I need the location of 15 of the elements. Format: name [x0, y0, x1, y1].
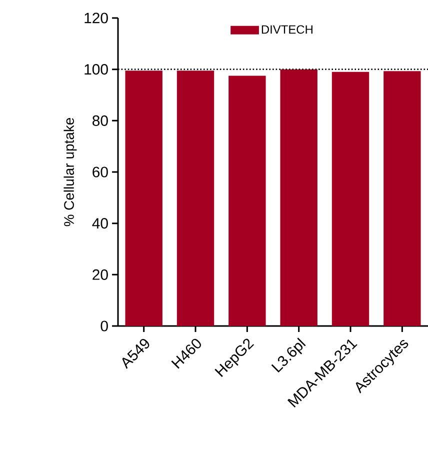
- bar: [332, 72, 370, 326]
- legend-label: DIVTECH: [262, 25, 312, 34]
- y-tick-label: 60: [92, 166, 108, 178]
- bar: [228, 76, 266, 326]
- y-axis-title: % Cellular uptake: [64, 118, 77, 226]
- y-tick-label: 80: [92, 115, 108, 126]
- bar: [384, 71, 421, 326]
- y-tick-label: 40: [92, 218, 108, 229]
- y-tick-label: 120: [84, 12, 108, 24]
- y-tick-label: 100: [84, 64, 108, 75]
- bar: [176, 70, 214, 326]
- bar: [280, 69, 318, 326]
- y-tick-label: 20: [92, 269, 108, 280]
- y-tick-label: 0: [100, 320, 108, 332]
- bar: [125, 70, 162, 326]
